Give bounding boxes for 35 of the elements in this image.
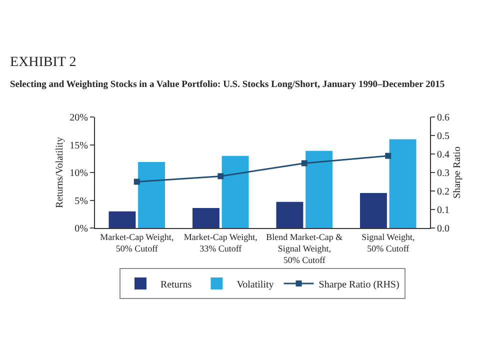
x-tick-label: Signal Weight, 50% Cutoff	[362, 232, 415, 254]
legend-label: Volatility	[236, 279, 274, 290]
point	[301, 160, 308, 166]
bar	[108, 211, 136, 228]
y2-tick-label: 0.6	[437, 112, 450, 124]
y2-tick-label: 0.0	[437, 224, 450, 234]
legend-label: Returns	[160, 279, 192, 290]
y2-tick-label: 0.2	[437, 186, 450, 198]
point	[134, 178, 140, 185]
chart-subtitle: Selecting and Weighting Stocks in a Value Portfolio: U.S. Stocks Long/Short, January 1990–December 2015	[10, 80, 445, 90]
bar	[222, 156, 249, 228]
bar	[306, 150, 333, 228]
chart-title: EXHIBIT 2	[10, 55, 76, 70]
y2-tick-label: 0.4	[437, 150, 450, 160]
y-tick-label: 5%	[74, 196, 88, 207]
y2-tick-label: 0.5	[437, 131, 450, 142]
y-tick-label: 10%	[70, 168, 88, 179]
bar	[360, 193, 387, 228]
bar	[276, 202, 304, 228]
bar	[389, 139, 416, 228]
x-tick-label: Market-Cap Weight, 50% Cutoff	[100, 232, 174, 254]
bar	[192, 208, 220, 228]
point	[385, 152, 392, 159]
point	[218, 173, 224, 180]
y-tick-label: 0%	[74, 224, 88, 234]
y-tick-label: 15%	[70, 140, 88, 152]
y2-tick-label: 0.3	[437, 168, 450, 179]
y2-tick-label: 0.1	[437, 205, 450, 216]
bar	[138, 162, 166, 228]
x-tick-label: Blend Market-Cap & Signal Weight, 50% Cutoff	[266, 232, 343, 266]
y2-axis-title: Sharpe Ratio	[452, 146, 463, 198]
y-tick-label: 20%	[70, 112, 88, 124]
x-tick-label: Market-Cap Weight, 33% Cutoff	[184, 232, 258, 254]
y-axis-title: Returns/Volatility	[54, 137, 66, 208]
legend-label: Sharpe Ratio (RHS)	[318, 279, 400, 290]
